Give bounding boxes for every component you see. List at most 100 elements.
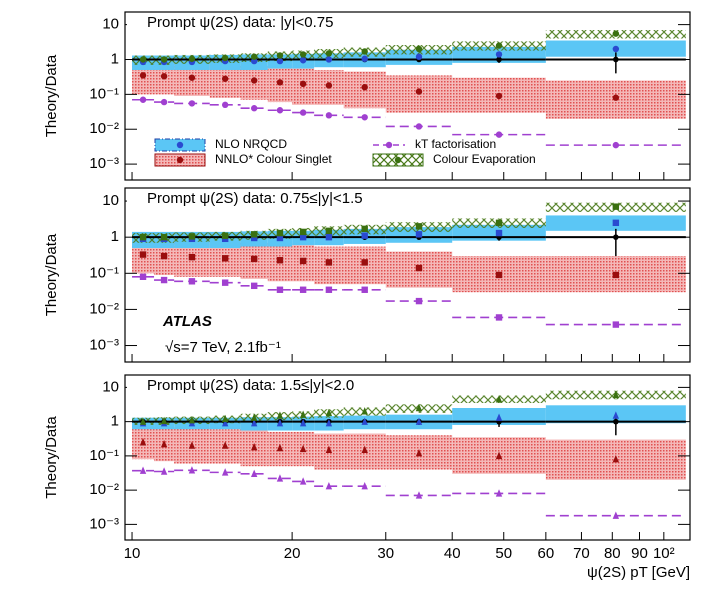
marker: [612, 219, 620, 227]
marker: [495, 271, 503, 279]
y-tick-label: 10⁻²: [89, 481, 119, 498]
marker: [612, 411, 620, 419]
y-tick-label: 10⁻³: [89, 337, 119, 354]
y-tick-label: 10⁻¹: [89, 447, 119, 464]
marker: [176, 141, 184, 149]
marker: [415, 53, 423, 60]
y-tick-label: 10⁻³: [89, 155, 119, 172]
y-tick-label: 1: [111, 413, 119, 430]
marker: [188, 416, 196, 424]
marker: [160, 233, 168, 241]
marker: [612, 94, 620, 101]
marker: [415, 223, 423, 230]
marker: [276, 107, 284, 114]
marker: [495, 51, 503, 58]
marker: [415, 231, 423, 238]
x-tick-label: 80: [604, 545, 621, 562]
marker: [276, 234, 284, 242]
marker: [415, 448, 423, 457]
marker: [495, 219, 503, 227]
marker: [299, 410, 307, 418]
marker: [612, 390, 620, 399]
y-tick-label: 10⁻²: [89, 300, 119, 317]
data-point: [613, 56, 619, 63]
marker: [221, 101, 229, 109]
marker: [325, 286, 333, 293]
marker: [299, 257, 307, 265]
marker: [385, 141, 393, 149]
marker: [394, 156, 402, 164]
marker: [221, 279, 229, 286]
marker: [495, 92, 503, 100]
marker: [221, 414, 229, 423]
plot-area: [132, 202, 686, 328]
marker: [612, 321, 620, 328]
annotation: Prompt ψ(2S) data: |y|<0.75: [147, 14, 334, 31]
marker: [188, 233, 196, 240]
marker: [361, 232, 368, 239]
marker: [188, 74, 196, 81]
marker: [250, 419, 258, 427]
marker: [276, 474, 284, 482]
marker: [325, 50, 333, 57]
marker: [139, 72, 147, 79]
x-tick-label: 40: [444, 545, 461, 562]
marker: [325, 408, 333, 417]
data-point: [613, 418, 619, 425]
y-axis-label: Theory/Data: [43, 416, 60, 499]
marker: [612, 271, 620, 279]
annotation: Prompt ψ(2S) data: 1.5≤|y|<2.0: [147, 377, 354, 394]
marker: [415, 88, 423, 95]
plot-area: [132, 30, 686, 149]
marker: [160, 73, 168, 80]
marker: [139, 273, 147, 280]
marker: [361, 225, 368, 233]
marker: [276, 411, 284, 419]
marker: [415, 123, 423, 130]
energy-label: √s=7 TeV, 2.1fb⁻¹: [165, 339, 281, 356]
marker: [160, 98, 168, 106]
marker: [139, 56, 147, 63]
marker: [160, 252, 168, 260]
marker: [188, 441, 196, 449]
x-tick-label: 90: [631, 545, 648, 562]
marker: [325, 56, 333, 63]
marker: [325, 482, 333, 490]
marker: [299, 477, 307, 485]
marker: [188, 278, 196, 285]
experiment-label: ATLAS: [162, 313, 212, 330]
legend-label: NLO NRQCD: [215, 137, 287, 151]
marker: [188, 253, 196, 261]
marker: [276, 257, 284, 264]
marker: [495, 229, 503, 237]
marker: [361, 286, 368, 293]
marker: [495, 314, 503, 321]
marker: [221, 232, 229, 239]
x-axis-label: ψ(2S) pT [GeV]: [587, 564, 690, 581]
marker: [299, 286, 307, 293]
marker: [325, 419, 333, 427]
plot-area: [132, 390, 686, 519]
x-tick-label: 50: [495, 545, 512, 562]
marker: [188, 466, 196, 474]
marker: [299, 109, 307, 116]
marker: [139, 251, 147, 258]
marker: [299, 233, 307, 241]
marker: [299, 80, 307, 88]
marker: [276, 286, 284, 293]
marker: [276, 229, 284, 237]
marker: [299, 228, 307, 236]
x-tick-label: 20: [284, 545, 301, 562]
y-axis-label: Theory/Data: [43, 233, 60, 316]
marker: [325, 112, 333, 119]
marker: [276, 52, 284, 59]
marker: [250, 469, 258, 477]
marker: [495, 42, 503, 49]
marker: [325, 82, 333, 89]
marker: [250, 413, 258, 421]
marker: [415, 491, 423, 499]
marker: [250, 282, 258, 290]
data-point: [496, 56, 502, 63]
y-tick-label: 10⁻¹: [89, 85, 119, 102]
marker: [221, 54, 229, 62]
